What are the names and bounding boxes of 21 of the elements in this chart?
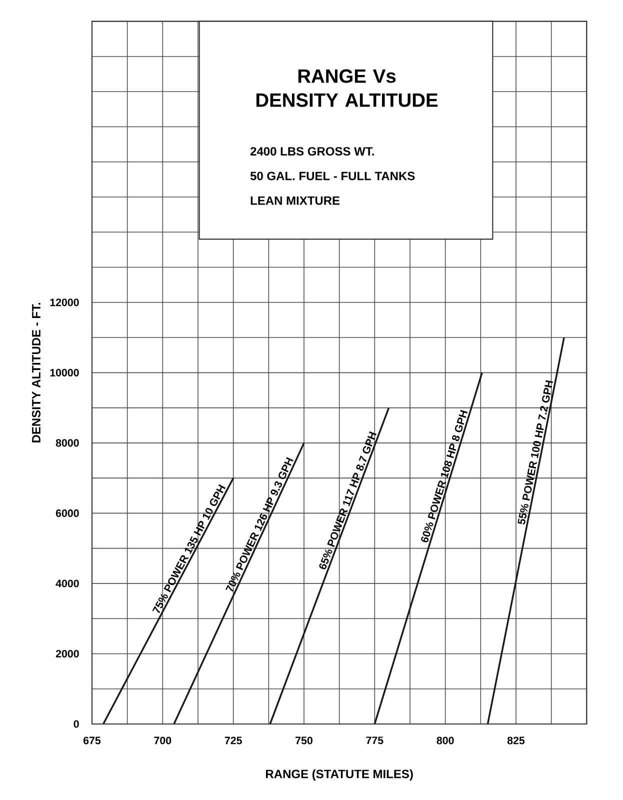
x-tick-label: 775 [366,736,384,744]
x-axis-title: RANGE (STATUTE MILES) [266,769,414,781]
y-tick-label: 8000 [56,439,80,447]
y-tick-label: 10000 [50,368,80,376]
y-tick-label: 4000 [56,580,80,588]
y-tick-label: 12000 [50,298,80,306]
annotation: LEAN MIXTURE [251,196,340,205]
annotation: 2400 LBS GROSS WT. [250,147,374,156]
x-tick-label: 800 [436,736,454,744]
y-tick-label: 2000 [56,650,80,658]
annotation: 50 GAL. FUEL - FULL TANKS [250,172,415,180]
y-axis-title: DENSITY ALTITUDE - FT. [32,302,41,442]
x-tick-label: 825 [508,736,525,744]
x-tick-label: 725 [225,736,242,744]
x-tick-label: 750 [296,736,313,744]
y-tick-label: 0 [74,720,80,728]
text: 55% POWER 100 HP 7.2 GPH [518,380,554,524]
x-tick-label: 700 [154,736,172,744]
text: RANGE Vs DENSITY ALTITUDE [256,69,438,107]
y-tick-label: 6000 [56,509,80,517]
x-tick-label: 675 [84,736,101,744]
